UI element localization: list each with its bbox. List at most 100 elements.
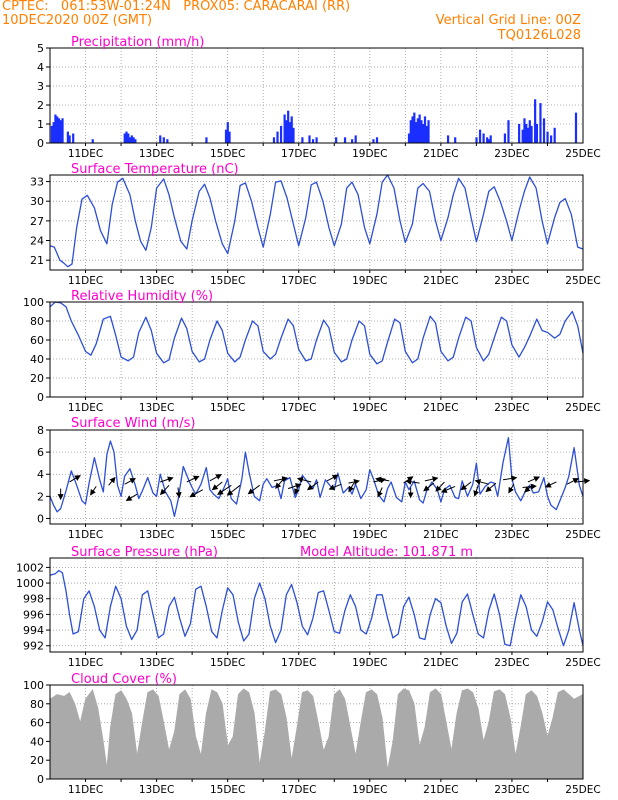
precip-bar bbox=[308, 135, 311, 143]
precip-bar bbox=[528, 120, 531, 143]
x-tick-label: 19DEC bbox=[352, 148, 387, 160]
precip-bar bbox=[228, 131, 231, 143]
y-tick-label: 0 bbox=[37, 512, 44, 525]
x-tick-label: 13DEC bbox=[139, 784, 174, 796]
wind-arrow bbox=[326, 474, 339, 482]
precip-bar bbox=[162, 137, 165, 143]
precip-bar bbox=[315, 137, 318, 143]
precip-bar bbox=[66, 131, 69, 143]
wind-arrow bbox=[296, 476, 312, 483]
precip-bar bbox=[507, 120, 510, 143]
precip-bar bbox=[413, 112, 416, 143]
panel-title: Surface Temperature (nC) bbox=[71, 162, 239, 177]
y-tick-label: 4 bbox=[37, 61, 44, 74]
precip-bar bbox=[475, 137, 478, 143]
x-tick-label: 13DEC bbox=[139, 657, 174, 669]
precip-bar bbox=[526, 127, 530, 143]
y-tick-label: 6 bbox=[37, 446, 44, 459]
station-info: CPTEC: 061:53W-01:24N PROX05: CARACARAI … bbox=[2, 0, 351, 14]
precip-bar bbox=[354, 135, 357, 143]
x-tick-label: 17DEC bbox=[281, 402, 316, 414]
y-tick-label: 60 bbox=[30, 717, 44, 730]
x-tick-label: 25DEC bbox=[565, 784, 600, 796]
precip-bar bbox=[288, 122, 292, 143]
precip-bar bbox=[409, 120, 412, 143]
panel-frame bbox=[49, 684, 584, 780]
panel-cloud: 0 20 40 60 80 100 11DEC 13DEC 15DEC 17DEC 19DEC 21D… bbox=[23, 672, 601, 796]
precip-bar bbox=[130, 135, 133, 143]
x-tick-label: 11DEC bbox=[68, 148, 103, 160]
panel-pres: 992 994 996 998 1000 1002 11DEC 13DEC 15DEC 17DEC… bbox=[16, 545, 601, 669]
precip-bar bbox=[351, 139, 354, 143]
wind-arrow bbox=[348, 482, 355, 493]
panel-annotation: Model Altitude: 101.871 m bbox=[300, 545, 473, 560]
precip-bar bbox=[530, 125, 533, 143]
y-tick-label: 21 bbox=[30, 254, 44, 267]
wind-arrow bbox=[186, 475, 200, 483]
y-tick-label: 2 bbox=[37, 490, 44, 503]
wind-arrow bbox=[474, 479, 489, 485]
x-tick-label: 21DEC bbox=[423, 148, 458, 160]
precip-bar bbox=[91, 139, 94, 143]
precip-bar bbox=[486, 137, 489, 143]
precip-bar bbox=[422, 124, 425, 143]
precip-bar bbox=[534, 99, 537, 143]
precip-bar bbox=[523, 118, 526, 143]
y-tick-label: 1000 bbox=[16, 577, 44, 590]
wind-arrow bbox=[566, 478, 580, 485]
precip-bar bbox=[414, 122, 418, 143]
wind-arrow bbox=[435, 481, 445, 492]
panel-title: Relative Humidity (%) bbox=[71, 289, 213, 304]
panel-title: Surface Wind (m/s) bbox=[71, 416, 195, 431]
x-tick-label: 17DEC bbox=[281, 148, 316, 160]
x-tick-label: 23DEC bbox=[494, 402, 529, 414]
wind-arrow bbox=[423, 482, 435, 492]
x-tick-label: 15DEC bbox=[210, 784, 245, 796]
precip-bar bbox=[132, 137, 135, 143]
model-id: TQ0126L028 bbox=[497, 28, 581, 43]
precip-bar bbox=[425, 125, 428, 143]
panel-frame bbox=[49, 174, 584, 271]
precip-bar bbox=[454, 137, 457, 143]
panel-frame bbox=[49, 301, 584, 398]
precip-bar bbox=[482, 133, 485, 143]
wind-arrow bbox=[473, 485, 480, 497]
panel-frame bbox=[49, 47, 584, 144]
precip-bar bbox=[446, 135, 450, 143]
panel-precip: 0 1 2 3 4 5 11DEC 13DEC 15DEC 17DEC 19DEC 21DEC 23DE… bbox=[37, 35, 601, 160]
wind-arrow bbox=[211, 481, 223, 491]
precip-bar bbox=[478, 129, 482, 143]
x-tick-label: 19DEC bbox=[352, 529, 387, 541]
y-tick-label: 20 bbox=[30, 372, 44, 385]
precip-bar bbox=[420, 120, 423, 143]
precip-bar bbox=[535, 124, 539, 143]
wind-arrow bbox=[502, 475, 518, 482]
x-tick-label: 15DEC bbox=[210, 402, 245, 414]
x-tick-label: 25DEC bbox=[565, 657, 600, 669]
wind-arrow bbox=[108, 476, 116, 486]
precip-bar bbox=[50, 125, 53, 143]
precip-bar bbox=[542, 118, 546, 143]
wind-arrow bbox=[189, 489, 204, 498]
wind-arrow bbox=[306, 481, 319, 491]
y-tick-label: 4 bbox=[37, 468, 44, 481]
wind-arrow bbox=[294, 484, 300, 495]
y-tick-label: 1002 bbox=[16, 561, 44, 574]
wind-arrow bbox=[209, 474, 222, 482]
x-tick-label: 23DEC bbox=[494, 275, 529, 287]
wind-arrow bbox=[217, 484, 232, 495]
precip-bar bbox=[166, 139, 169, 143]
wind-arrow bbox=[275, 479, 284, 489]
wind-series-line bbox=[49, 437, 584, 517]
y-tick-label: 100 bbox=[23, 296, 44, 309]
wind-arrow bbox=[328, 483, 342, 490]
precip-bar bbox=[550, 135, 553, 143]
precip-bar bbox=[411, 116, 414, 143]
precip-bar bbox=[423, 116, 427, 143]
run-date: 10DEC2020 00Z (GMT) bbox=[2, 13, 153, 28]
precip-bar bbox=[205, 137, 208, 143]
x-tick-label: 23DEC bbox=[494, 657, 529, 669]
precip-bar bbox=[311, 139, 315, 143]
y-tick-label: 33 bbox=[30, 176, 44, 189]
precip-bar bbox=[159, 135, 162, 143]
